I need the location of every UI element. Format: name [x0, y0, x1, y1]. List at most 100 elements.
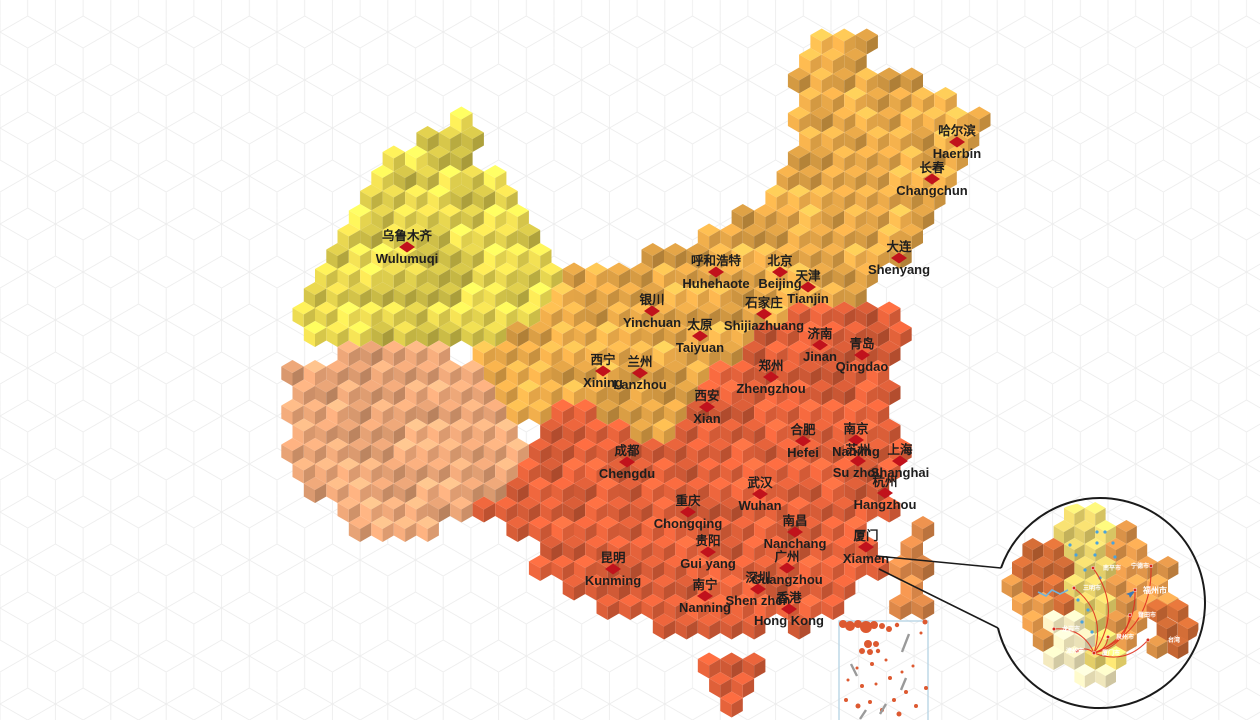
city-name-cn: 呼和浩特	[691, 253, 742, 268]
inset-city-label: 泉州市	[1115, 633, 1134, 641]
inset-blue-dot	[1095, 541, 1099, 545]
inset-city-label: 莆田市	[1138, 611, 1156, 619]
city-name-en: Chongqing	[654, 516, 723, 531]
city-hong-kong: 香港 Hong Kong	[754, 590, 824, 628]
city-name-cn: 合肥	[790, 422, 816, 437]
city-xian: 西安 Xian	[693, 388, 721, 426]
inset-city-label: 龙岩市	[1062, 625, 1080, 633]
city-marker-icon	[699, 401, 715, 413]
city-name-cn: 南宁	[692, 577, 717, 592]
city-marker-icon	[781, 603, 797, 615]
city-name-cn: 广州	[774, 549, 799, 564]
boundary-dash	[849, 663, 859, 677]
city-name-cn: 北京	[767, 253, 793, 268]
city-name-en: Hefei	[787, 445, 819, 460]
city-name-cn: 济南	[807, 326, 833, 341]
city-name-cn: 贵阳	[695, 533, 720, 548]
boundary-dash	[859, 709, 867, 720]
city-name-cn: 哈尔滨	[938, 123, 976, 138]
city-marker-icon	[800, 281, 816, 293]
city-name-cn: 重庆	[675, 493, 701, 508]
city-marker-icon	[850, 455, 866, 467]
river-line	[1037, 589, 1069, 597]
city-marker-icon	[877, 487, 893, 499]
flight-route-line	[1073, 587, 1099, 654]
city-name-cn: 石家庄	[744, 295, 783, 310]
city-marker-icon	[779, 562, 795, 574]
island-dot	[892, 698, 896, 702]
city-name-en: Tianjin	[787, 291, 829, 306]
inset-city-dot	[1105, 634, 1111, 640]
city-nanning: 南宁 Nanning	[679, 577, 731, 615]
city-nanjing: 南京 Nanjing	[832, 421, 880, 459]
city-name-en: Nanchang	[764, 536, 827, 551]
city-marker-icon	[697, 590, 713, 602]
island-dot	[855, 703, 861, 709]
city-name-cn: 长春	[919, 160, 945, 175]
city-yinchuan: 银川 Yinchuan	[623, 292, 681, 330]
city-qingdao: 青岛 Qingdao	[836, 336, 889, 374]
city-gui-yang: 贵阳 Gui yang	[680, 533, 736, 571]
island-dot	[870, 621, 878, 629]
city-marker-icon	[619, 456, 635, 468]
city-name-cn: 青岛	[849, 336, 874, 351]
inset-city-dot	[1074, 648, 1080, 654]
city-marker-icon	[692, 330, 708, 342]
city-name-en: Taiyuan	[676, 340, 724, 355]
inset-city-label: 台湾	[1168, 636, 1180, 644]
city-name-en: Chengdu	[599, 466, 655, 481]
inset-city-dot	[1090, 565, 1096, 571]
island-dot	[888, 676, 892, 680]
city-hangzhou: 杭州 Hangzhou	[854, 474, 917, 512]
flight-route-line	[1093, 639, 1149, 658]
city-marker-icon	[924, 173, 940, 185]
island-dot	[846, 678, 850, 682]
city-name-cn: 太原	[687, 317, 713, 332]
island-dot	[886, 626, 892, 632]
inset-city-label: 三明市	[1083, 584, 1101, 592]
city-name-en: Nanjing	[832, 444, 880, 459]
city-name-en: Wuhan	[738, 498, 781, 513]
city-name-en: Shen zhen	[725, 593, 790, 608]
inset-city-dot	[1051, 626, 1057, 632]
city-xining: 西宁 Xining	[583, 352, 623, 390]
airplane-icon	[1126, 590, 1136, 598]
city-marker-icon	[848, 434, 864, 446]
inset-city-dot	[1148, 563, 1154, 569]
city-guangzhou: 广州 Guangzhou	[751, 549, 823, 587]
city-name-cn: 西安	[694, 388, 719, 403]
city-marker-icon	[812, 339, 828, 351]
city-name-cn: 上海	[887, 442, 913, 457]
inset-city-label: 厦门市	[1102, 649, 1120, 657]
boundary-dash	[900, 633, 911, 653]
city-name-cn: 西宁	[590, 352, 615, 367]
city-marker-icon	[772, 266, 788, 278]
island-dot	[860, 684, 864, 688]
city-jinan: 济南 Jinan	[803, 326, 837, 364]
inset-city-dot	[1145, 637, 1151, 643]
island-dot	[919, 631, 923, 635]
city-name-cn: 武汉	[747, 475, 773, 490]
city-name-cn: 南昌	[782, 513, 807, 528]
inset-city-label: 福州市	[1142, 585, 1167, 595]
inset-blue-dot	[1090, 630, 1094, 634]
city-marker-icon	[892, 455, 908, 467]
city-shanghai: 上海 Shanghai	[871, 442, 930, 480]
island-dot	[914, 704, 918, 708]
island-dot	[870, 662, 874, 666]
island-dot	[911, 664, 915, 668]
city-lanzhou: 兰州 Lanzhou	[613, 354, 666, 392]
island-dot	[855, 666, 859, 670]
city-name-en: Xining	[583, 375, 623, 390]
city-marker-icon	[763, 371, 779, 383]
inset-blue-dot	[1074, 553, 1078, 557]
boundary-dash	[878, 703, 888, 715]
island-dot	[894, 622, 900, 628]
city-name-en: Shijiazhuang	[724, 318, 804, 333]
inset-city-dot	[1071, 585, 1077, 591]
